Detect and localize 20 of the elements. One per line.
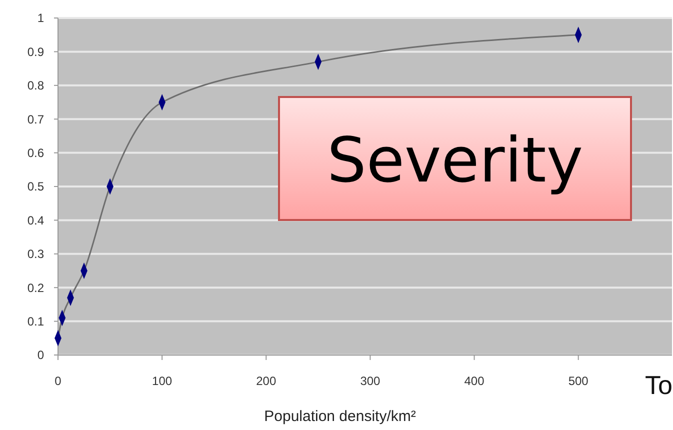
y-tick-label: 0.6 xyxy=(27,146,44,160)
x-axis-title: Population density/km² xyxy=(264,408,416,425)
x-tick-label: 500 xyxy=(568,374,589,388)
x-tick-label: 200 xyxy=(256,374,276,388)
y-tick-label: 0.9 xyxy=(27,44,44,59)
annotation: Severity xyxy=(326,124,584,197)
y-tick-label: 0.7 xyxy=(27,112,44,126)
y-tick-label: 0.2 xyxy=(27,280,44,295)
x-tick-label: 400 xyxy=(464,374,485,388)
y-tick-label: 0.3 xyxy=(27,247,44,262)
y-tick-label: 0.8 xyxy=(27,78,44,93)
x-tick-label: 0 xyxy=(54,374,62,388)
y-tick-label: 0 xyxy=(37,348,44,362)
x-tick-label: 100 xyxy=(152,374,172,388)
text: To xyxy=(645,370,672,400)
y-tick-label: 1 xyxy=(37,11,44,26)
y-tick-label: 0.1 xyxy=(27,314,44,328)
y-tick-label: 0.5 xyxy=(27,180,44,194)
y-tick-label: 0.4 xyxy=(27,213,44,228)
x-tick-label: 300 xyxy=(360,374,381,388)
